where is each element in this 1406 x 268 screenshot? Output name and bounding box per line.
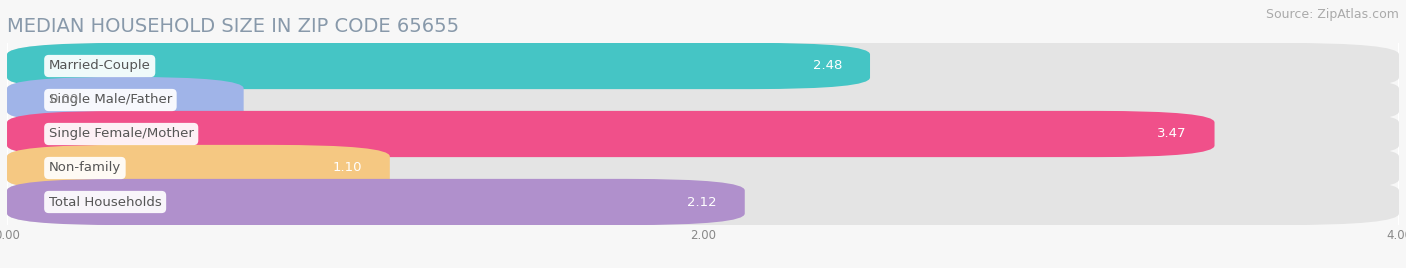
Text: MEDIAN HOUSEHOLD SIZE IN ZIP CODE 65655: MEDIAN HOUSEHOLD SIZE IN ZIP CODE 65655	[7, 17, 460, 36]
FancyBboxPatch shape	[7, 179, 1399, 225]
FancyBboxPatch shape	[7, 145, 1399, 191]
FancyBboxPatch shape	[7, 111, 1215, 157]
Text: 2.12: 2.12	[688, 195, 717, 209]
FancyBboxPatch shape	[7, 43, 870, 89]
Text: Married-Couple: Married-Couple	[49, 59, 150, 73]
Text: 3.47: 3.47	[1157, 128, 1187, 140]
Text: Single Female/Mother: Single Female/Mother	[49, 128, 194, 140]
FancyBboxPatch shape	[7, 179, 745, 225]
FancyBboxPatch shape	[7, 43, 1399, 89]
Text: 0.00: 0.00	[49, 94, 79, 106]
FancyBboxPatch shape	[7, 145, 389, 191]
FancyBboxPatch shape	[7, 111, 1399, 157]
Text: 1.10: 1.10	[332, 162, 361, 174]
Text: Non-family: Non-family	[49, 162, 121, 174]
Text: Source: ZipAtlas.com: Source: ZipAtlas.com	[1265, 8, 1399, 21]
Text: 2.48: 2.48	[813, 59, 842, 73]
Text: Single Male/Father: Single Male/Father	[49, 94, 172, 106]
Text: Total Households: Total Households	[49, 195, 162, 209]
FancyBboxPatch shape	[7, 77, 1399, 123]
FancyBboxPatch shape	[7, 77, 243, 123]
